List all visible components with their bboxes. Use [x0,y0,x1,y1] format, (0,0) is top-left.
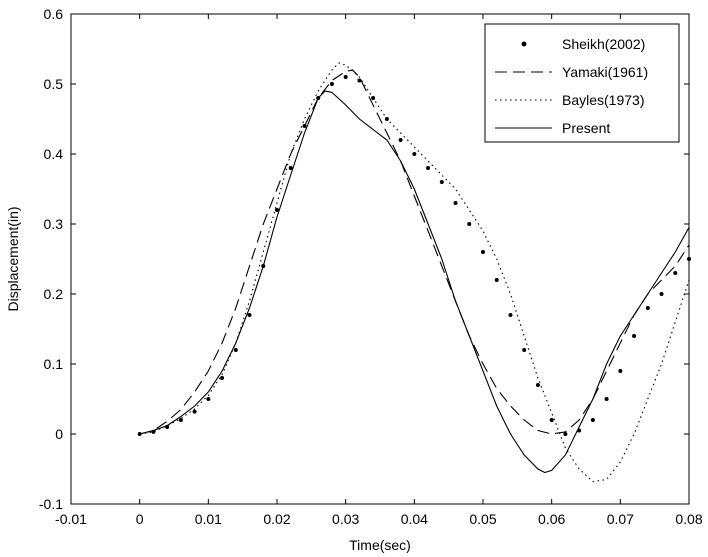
data-point [645,306,650,310]
data-point [481,250,485,254]
data-point [206,397,211,401]
legend-box [484,23,680,143]
data-point [343,75,348,79]
x-tick-label: 0.03 [332,511,359,527]
y-tick-label: 0.1 [44,356,64,372]
data-point [233,348,238,352]
data-point [604,397,609,401]
y-tick-label: 0.3 [44,216,64,232]
data-point [302,124,307,128]
data-point [522,348,527,352]
data-point [439,180,444,184]
x-tick-label: 0.07 [607,511,634,527]
data-point [563,432,568,436]
data-point [549,418,554,422]
data-point [137,432,142,436]
x-axis-ticks: -0.01 0 0.01 0.02 0.03 0.04 0.05 0.06 0.07 0.08 [55,14,703,527]
series-sheikh-2002 [137,75,691,436]
legend-label-bayles-1973: Bayles(1973) [562,92,645,108]
data-point [220,376,225,380]
y-tick-label: 0.5 [44,76,64,92]
y-tick-label: -0.1 [39,496,63,512]
data-point [247,313,252,317]
data-point [178,418,183,422]
data-point [398,138,403,142]
legend-label-present: Present [562,120,610,136]
x-tick-label: 0 [136,511,144,527]
y-tick-label: 0.6 [44,6,64,22]
data-point [632,334,637,338]
data-point [288,166,293,170]
data-point [426,166,431,170]
data-point [412,152,417,156]
data-point [687,257,691,261]
data-point [357,78,362,83]
data-point [275,208,279,212]
series-present-line [139,90,690,474]
y-tick-label: 0.2 [44,286,64,302]
x-tick-label: 0.08 [675,511,702,527]
x-tick-label: 0.06 [538,511,565,527]
legend-swatch-sheikh-2002 [521,41,527,47]
x-tick-label: 0.05 [469,511,496,527]
data-point [192,409,197,414]
x-tick-label: 0.02 [263,511,290,527]
x-tick-label: 0.01 [195,511,222,527]
x-tick-label: -0.01 [55,511,87,527]
data-point [618,369,623,373]
y-tick-label: 0 [55,426,63,442]
legend-label-sheikh-2002: Sheikh(2002) [562,36,645,52]
x-axis-label: Time(sec) [349,537,411,553]
y-axis-label: Displacement(in) [5,206,21,311]
data-point [453,201,458,205]
data-point [659,292,664,296]
data-point [508,313,513,317]
data-point [535,383,540,387]
x-tick-label: 0.04 [401,511,428,527]
data-point [329,82,334,86]
data-point [673,271,678,275]
legend-label-yamaki-1961: Yamaki(1961) [562,64,648,80]
series-bayles-1973-line [139,62,690,483]
y-tick-label: 0.4 [44,146,64,162]
series-layer [137,62,691,483]
data-point [467,222,472,226]
y-axis-ticks: -0.1 0 0.1 0.2 0.3 0.4 0.5 0.6 [39,6,689,512]
data-point [590,418,595,422]
legend: Sheikh(2002) Yamaki(1961) Bayles(1973) Pres… [484,23,680,143]
data-point [494,278,499,282]
